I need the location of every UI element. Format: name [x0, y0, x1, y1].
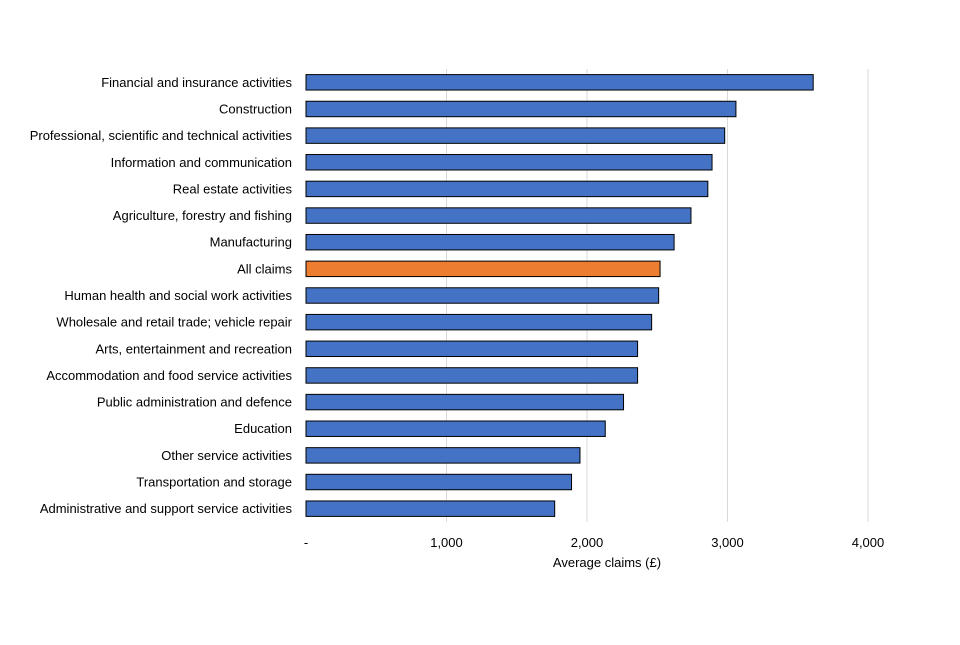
bar: [305, 313, 653, 331]
category-label: Wholesale and retail trade; vehicle repa…: [56, 315, 292, 330]
category-label: Other service activities: [161, 448, 292, 463]
category-label: Financial and insurance activities: [101, 75, 292, 90]
category-label: All claims: [237, 261, 292, 276]
x-tick-label: 4,000: [852, 535, 885, 550]
bar: [305, 154, 713, 171]
category-label: Real estate activities: [173, 181, 293, 196]
bar: [305, 207, 692, 224]
bar: [305, 180, 709, 198]
category-label: Education: [234, 421, 292, 436]
bar: [305, 74, 814, 91]
bar: [305, 340, 639, 358]
x-axis-title: Average claims (£): [553, 555, 661, 570]
x-tick-label: 1,000: [430, 535, 463, 550]
x-tick-label: 3,000: [711, 535, 744, 550]
category-label: Accommodation and food service activitie…: [46, 368, 292, 383]
bar-all-claims: [305, 260, 661, 278]
bar: [305, 127, 726, 144]
category-label: Arts, entertainment and recreation: [95, 341, 292, 356]
bars: [305, 74, 814, 517]
category-labels: Financial and insurance activities Constr…: [30, 75, 293, 516]
x-tick-label: 2,000: [571, 535, 604, 550]
bar: [305, 473, 573, 491]
bar: [305, 393, 625, 411]
category-label: Administrative and support service activ…: [40, 501, 293, 516]
bar: [305, 287, 660, 304]
category-label: Agriculture, forestry and fishing: [113, 208, 292, 223]
bar: [305, 420, 606, 437]
bar: [305, 500, 556, 517]
bar: [305, 367, 639, 384]
bar: [305, 100, 737, 118]
category-label: Information and communication: [111, 155, 292, 170]
category-label: Professional, scientific and technical a…: [30, 128, 293, 143]
category-label: Transportation and storage: [136, 475, 292, 490]
x-tick-labels: - 1,000 2,000 3,000 4,000: [304, 535, 884, 550]
category-label: Human health and social work activities: [64, 288, 292, 303]
bar: [305, 233, 675, 251]
bar: [305, 447, 581, 464]
category-label: Public administration and defence: [97, 395, 292, 410]
x-tick-label: -: [304, 535, 308, 550]
category-label: Construction: [219, 101, 292, 116]
category-label: Manufacturing: [210, 235, 292, 250]
